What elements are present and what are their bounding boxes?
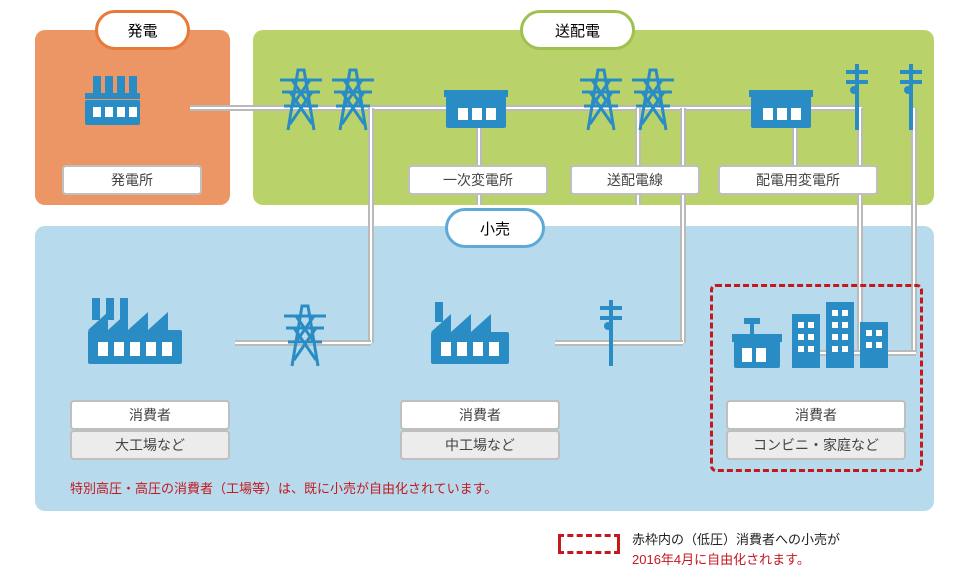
label-power-plant: 発電所 (62, 165, 202, 195)
label-consumer-mid-top: 消費者 (400, 400, 560, 430)
connector-line (680, 108, 686, 343)
label-text: 送配電線 (607, 170, 663, 190)
pylon-icon (330, 62, 376, 132)
pylon-icon (278, 62, 324, 132)
label-text: 配電用変電所 (756, 170, 840, 190)
utility-pole-icon (844, 60, 870, 132)
label-text: 消費者 (459, 405, 501, 425)
label-consumer-large-top: 消費者 (70, 400, 230, 430)
diagram-stage: 発電 送配電 小売 (0, 0, 960, 588)
section-pill-generation: 発電 (95, 10, 190, 50)
label-text: 発電所 (111, 170, 153, 190)
pylon-icon (578, 62, 624, 132)
pylon-icon (282, 298, 328, 368)
section-pill-retail: 小売 (445, 208, 545, 248)
label-text: 一次変電所 (443, 170, 513, 190)
section-pill-transmission: 送配電 (520, 10, 635, 50)
mid-factory-icon (425, 300, 515, 368)
utility-pole-icon (598, 296, 624, 368)
pill-label: 送配電 (555, 20, 600, 41)
pylon-icon (630, 62, 676, 132)
label-text: 消費者 (129, 405, 171, 425)
label-distribution-substation: 配電用変電所 (718, 165, 878, 195)
label-text: 大工場など (115, 435, 185, 455)
label-consumer-mid-bottom: 中工場など (400, 430, 560, 460)
substation-icon (440, 80, 512, 132)
large-factory-icon (80, 296, 190, 368)
label-text: 中工場など (445, 435, 515, 455)
deregulation-red-box (710, 284, 923, 472)
pill-label: 小売 (480, 218, 510, 239)
connector-line (368, 108, 374, 343)
utility-pole-icon (898, 60, 924, 132)
legend-text: 赤枠内の（低圧）消費者への小売が 2016年4月に自由化されます。 (632, 530, 932, 570)
power-plant-icon (75, 70, 155, 130)
pill-label: 発電 (127, 20, 157, 41)
legend-redbox-mark (558, 534, 620, 554)
label-transmission-lines: 送配電線 (570, 165, 700, 195)
label-primary-substation: 一次変電所 (408, 165, 548, 195)
label-consumer-large-bottom: 大工場など (70, 430, 230, 460)
substation-icon (745, 80, 817, 132)
note-existing-deregulation: 特別高圧・高圧の消費者（工場等）は、既に小売が自由化されています。 (70, 478, 630, 497)
